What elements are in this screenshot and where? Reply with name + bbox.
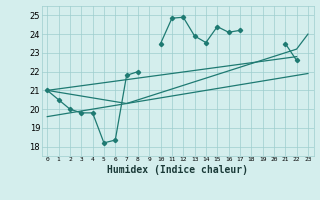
X-axis label: Humidex (Indice chaleur): Humidex (Indice chaleur) — [107, 165, 248, 175]
